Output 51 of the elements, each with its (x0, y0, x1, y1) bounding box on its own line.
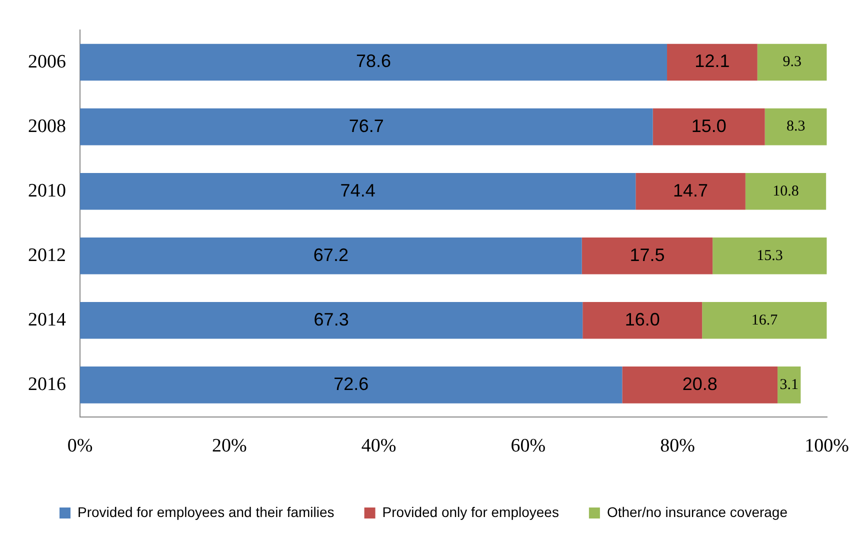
bar (582, 237, 713, 274)
data-label: 74.4 (340, 180, 376, 200)
bar (652, 108, 765, 146)
bar (622, 366, 778, 404)
legend-label: Other/no insurance coverage (606, 504, 788, 520)
bar (80, 108, 653, 146)
bar (764, 108, 827, 146)
y-tick-label: 2006 (28, 51, 66, 72)
data-label: 17.5 (630, 244, 665, 265)
bar (582, 302, 702, 339)
data-label: 20.8 (682, 374, 718, 394)
y-tick-label: 2014 (28, 309, 66, 330)
data-label: 8.3 (786, 118, 806, 135)
legend-label: Provided only for employees (382, 504, 559, 520)
bar (778, 366, 801, 404)
bar (712, 237, 827, 274)
data-label: 10.8 (772, 183, 799, 200)
bar (667, 44, 758, 81)
data-label: 67.2 (313, 244, 348, 265)
bar (745, 172, 826, 210)
data-label: 16.7 (751, 312, 778, 328)
data-label: 67.3 (314, 309, 349, 330)
data-label: 12.1 (694, 51, 730, 72)
bar (80, 366, 622, 404)
bar (80, 302, 583, 339)
bar (80, 237, 582, 274)
data-label: 15.3 (756, 248, 783, 264)
bar (80, 44, 668, 81)
data-label: 16.0 (624, 309, 660, 330)
y-tick-label: 2010 (28, 180, 66, 202)
bar (757, 44, 827, 81)
data-label: 3.1 (780, 376, 798, 393)
x-tick-label: 20% (212, 436, 247, 457)
data-label: 15.0 (691, 116, 726, 136)
y-tick-label: 2008 (28, 116, 66, 137)
bar (636, 172, 746, 210)
x-tick-label: 0% (67, 436, 93, 457)
bar (702, 302, 827, 339)
legend-label: Provided for employees and their families (78, 504, 334, 520)
data-label: 76.7 (348, 116, 384, 136)
data-label: 72.6 (334, 374, 369, 394)
data-label: 9.3 (782, 54, 802, 70)
data-label: 14.7 (673, 180, 708, 200)
bar (80, 172, 636, 210)
y-tick-label: 2016 (28, 374, 66, 395)
x-tick-label: 60% (510, 436, 546, 457)
data-label: 78.6 (356, 51, 392, 72)
x-tick-label: 80% (660, 436, 696, 457)
y-tick-label: 2012 (28, 244, 66, 266)
x-tick-label: 100% (804, 436, 850, 457)
x-tick-label: 40% (361, 436, 396, 457)
